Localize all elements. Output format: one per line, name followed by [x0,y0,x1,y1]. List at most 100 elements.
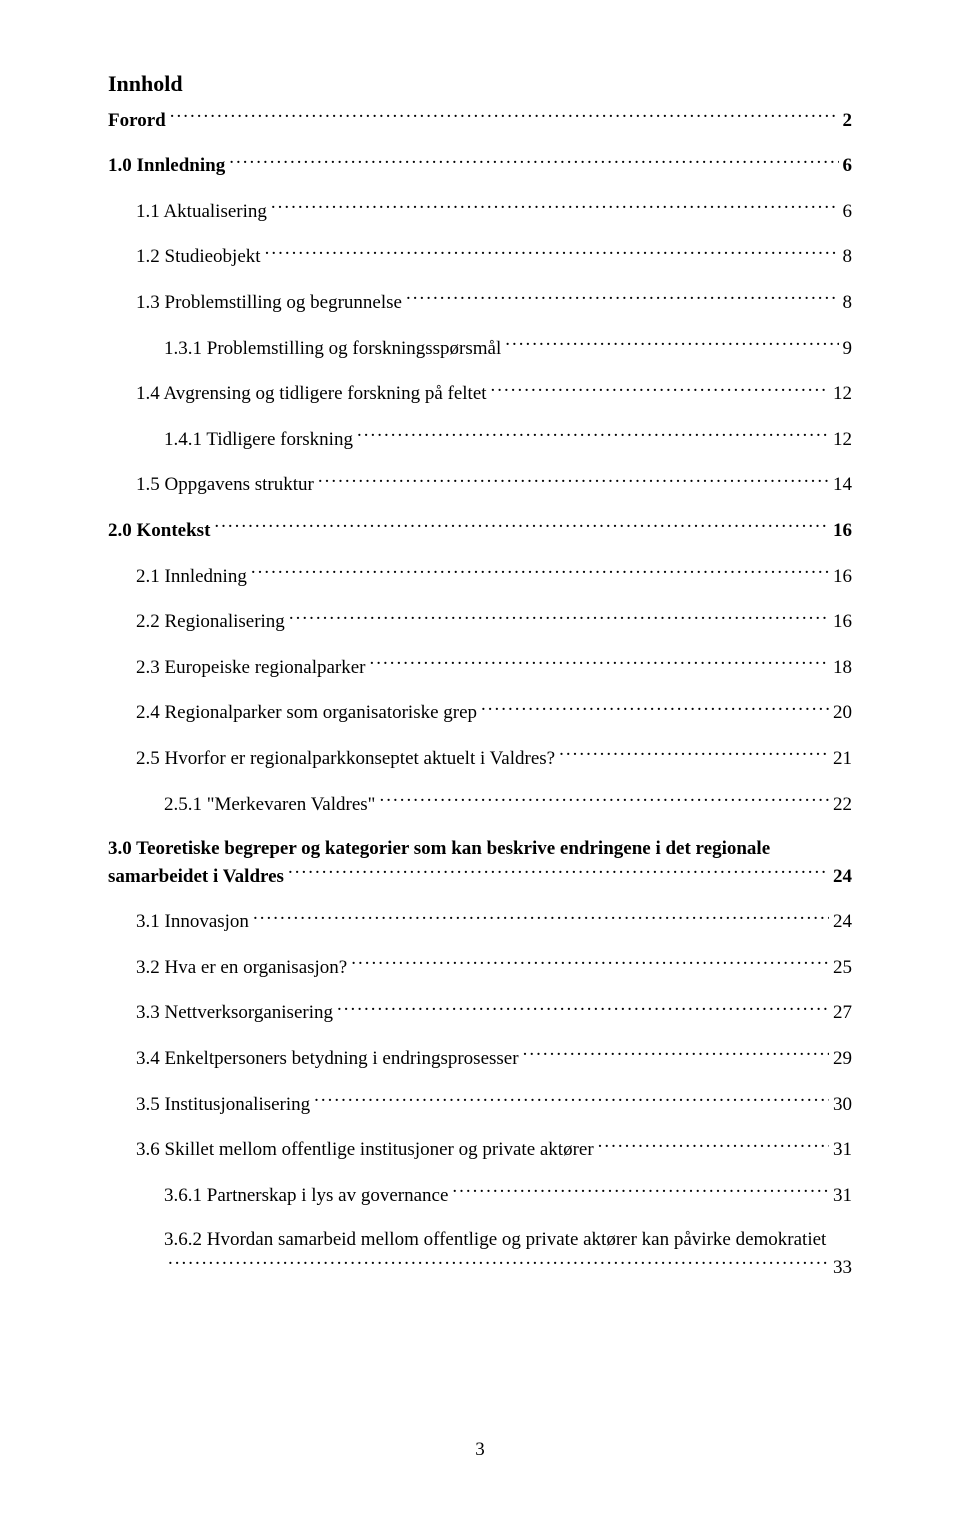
toc-entry-label: 3.6.1 Partnerskap i lys av governance [164,1183,448,1210]
toc-entry-label-line1: 3.0 Teoretiske begreper og kategorier so… [108,836,852,863]
document-page: Innhold Forord21.0 Innledning61.1 Aktual… [0,0,960,1521]
toc-entry-row: 3.6.2 Hvordan samarbeid mellom offentlig… [108,1227,852,1254]
toc-entry: 1.5 Oppgavens struktur14 [108,471,852,499]
toc-leader-dots [318,471,829,490]
toc-leader-dots [481,699,829,718]
toc-leader-dots [357,426,829,445]
toc-leader-dots [229,152,838,171]
toc-entry-label: 1.1 Aktualisering [136,199,267,226]
toc-leader-dots [251,563,829,582]
toc-leader-dots [379,791,829,810]
toc-entry-multiline: 3.6.2 Hvordan samarbeid mellom offentlig… [108,1227,852,1281]
toc-entry-multiline: 3.0 Teoretiske begreper og kategorier so… [108,836,852,890]
toc-entry-page: 12 [833,427,852,454]
toc-entry-label: 1.3.1 Problemstilling og forskningsspørs… [164,336,501,363]
toc-entry: 3.6.1 Partnerskap i lys av governance 31 [108,1182,852,1210]
toc-entry-page: 21 [833,746,852,773]
toc-leader-dots [491,380,829,399]
toc-entry-label: 2.3 Europeiske regionalparker [136,655,366,682]
toc-entry-page: 8 [843,244,853,271]
toc-entry-page: 2 [843,108,853,135]
toc-entry: 3.6 Skillet mellom offentlige institusjo… [108,1136,852,1164]
toc-entry-page: 12 [833,381,852,408]
toc-entry: Forord 2 [108,107,852,135]
toc-entry-page: 31 [833,1137,852,1164]
toc-entry-label: 1.2 Studieobjekt [136,244,261,271]
toc-entry: 2.4 Regionalparker som organisatoriske g… [108,699,852,727]
toc-entry-page: 30 [833,1092,852,1119]
toc-entry-page: 24 [833,864,852,891]
toc-entry-label: 3.5 Institusjonalisering [136,1092,310,1119]
toc-entry-label: 3.2 Hva er en organisasjon? [136,955,347,982]
toc-entry-label: 3.6 Skillet mellom offentlige institusjo… [136,1137,594,1164]
toc-entry: 3.3 Nettverksorganisering 27 [108,999,852,1027]
toc-leader-dots [214,517,829,536]
toc-entry-label: 3.3 Nettverksorganisering [136,1000,333,1027]
toc-entry-page: 16 [833,609,852,636]
toc-entry: 1.3 Problemstilling og begrunnelse8 [108,289,852,317]
toc-entry: 2.0 Kontekst16 [108,517,852,545]
toc-leader-dots [170,107,839,126]
toc-entry: 2.5.1 "Merkevaren Valdres" 22 [108,791,852,819]
toc-entry-label: 1.4.1 Tidligere forskning [164,427,353,454]
toc-leader-dots [559,745,829,764]
toc-entry-page: 16 [833,518,852,545]
toc-entry: 1.3.1 Problemstilling og forskningsspørs… [108,335,852,363]
toc-entry-page: 22 [833,792,852,819]
toc-entry: 1.4 Avgrensing og tidligere forskning på… [108,380,852,408]
table-of-contents: Forord 2 1.0 Innledning 6 1.1 Aktualisering 6… [108,107,852,1282]
toc-leader-dots [289,608,829,627]
toc-entry: 1.4.1 Tidligere forskning 12 [108,426,852,454]
toc-entry: 2.5 Hvorfor er regionalparkkonseptet akt… [108,745,852,773]
toc-entry-page: 9 [843,336,853,363]
toc-leader-dots [253,908,829,927]
toc-entry-label: 3.1 Innovasjon [136,909,249,936]
toc-leader-dots [598,1136,829,1155]
toc-entry-page: 8 [843,290,853,317]
toc-entry: 3.5 Institusjonalisering 30 [108,1091,852,1119]
toc-entry: 2.2 Regionalisering 16 [108,608,852,636]
toc-entry-label: 3.4 Enkeltpersoners betydning i endrings… [136,1046,519,1073]
toc-entry-label: 1.0 Innledning [108,153,225,180]
toc-entry: 3.2 Hva er en organisasjon? 25 [108,954,852,982]
toc-entry: 3.1 Innovasjon24 [108,908,852,936]
toc-entry-page: 16 [833,564,852,591]
toc-leader-dots [370,654,830,673]
toc-entry-page: 18 [833,655,852,682]
toc-entry-label: 3.6.2 Hvordan samarbeid mellom offentlig… [164,1227,826,1254]
toc-entry: 1.1 Aktualisering 6 [108,198,852,226]
toc-leader-dots [452,1182,829,1201]
toc-leader-dots [337,999,829,1018]
toc-entry-page: 29 [833,1046,852,1073]
toc-entry-row: 33 [108,1254,852,1282]
toc-leader-dots [265,243,839,262]
toc-entry: 2.1 Innledning 16 [108,563,852,591]
toc-leader-dots [406,289,839,308]
toc-title: Innhold [108,70,852,99]
toc-entry-page: 6 [843,199,853,226]
toc-entry-page: 6 [843,153,853,180]
toc-entry-label: 2.2 Regionalisering [136,609,285,636]
toc-entry-page: 27 [833,1000,852,1027]
toc-leader-dots [288,863,829,882]
toc-entry-label: 2.1 Innledning [136,564,247,591]
toc-entry: 2.3 Europeiske regionalparker 18 [108,654,852,682]
page-number: 3 [0,1439,960,1461]
toc-entry-page: 33 [833,1255,852,1282]
toc-entry-label: 1.4 Avgrensing og tidligere forskning på… [136,381,487,408]
toc-leader-dots [168,1254,829,1273]
toc-entry-page: 31 [833,1183,852,1210]
toc-entry-label: 2.4 Regionalparker som organisatoriske g… [136,700,477,727]
toc-entry: 3.4 Enkeltpersoners betydning i endrings… [108,1045,852,1073]
toc-entry: 1.0 Innledning 6 [108,152,852,180]
toc-leader-dots [271,198,839,217]
toc-entry-page: 25 [833,955,852,982]
toc-entry-label: samarbeidet i Valdres [108,864,284,891]
toc-entry-label: 2.5.1 "Merkevaren Valdres" [164,792,375,819]
toc-entry-label: Forord [108,108,166,135]
toc-leader-dots [351,954,829,973]
toc-entry-page: 14 [833,472,852,499]
toc-entry: 1.2 Studieobjekt 8 [108,243,852,271]
toc-entry-row: samarbeidet i Valdres 24 [108,863,852,891]
toc-leader-dots [505,335,838,354]
